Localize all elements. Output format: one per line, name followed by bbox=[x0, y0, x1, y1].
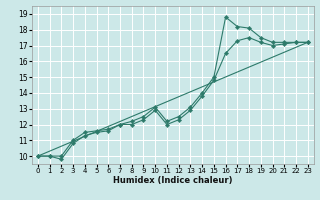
X-axis label: Humidex (Indice chaleur): Humidex (Indice chaleur) bbox=[113, 176, 233, 185]
